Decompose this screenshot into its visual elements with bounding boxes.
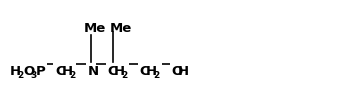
Text: 3: 3 xyxy=(30,71,36,80)
Text: H: H xyxy=(178,65,189,78)
Text: C: C xyxy=(139,65,149,78)
Text: H: H xyxy=(10,65,21,78)
Text: O: O xyxy=(23,65,34,78)
Text: 2: 2 xyxy=(153,71,159,80)
Text: C: C xyxy=(55,65,65,78)
Text: P: P xyxy=(36,65,46,78)
Text: H: H xyxy=(62,65,73,78)
Text: H: H xyxy=(114,65,125,78)
Text: C: C xyxy=(107,65,116,78)
Text: Me: Me xyxy=(110,22,132,35)
Text: O: O xyxy=(171,65,182,78)
Text: 2: 2 xyxy=(121,71,127,80)
Text: H: H xyxy=(146,65,157,78)
Text: N: N xyxy=(88,65,99,78)
Text: 2: 2 xyxy=(69,71,75,80)
Text: 2: 2 xyxy=(17,71,23,80)
Text: Me: Me xyxy=(84,22,106,35)
